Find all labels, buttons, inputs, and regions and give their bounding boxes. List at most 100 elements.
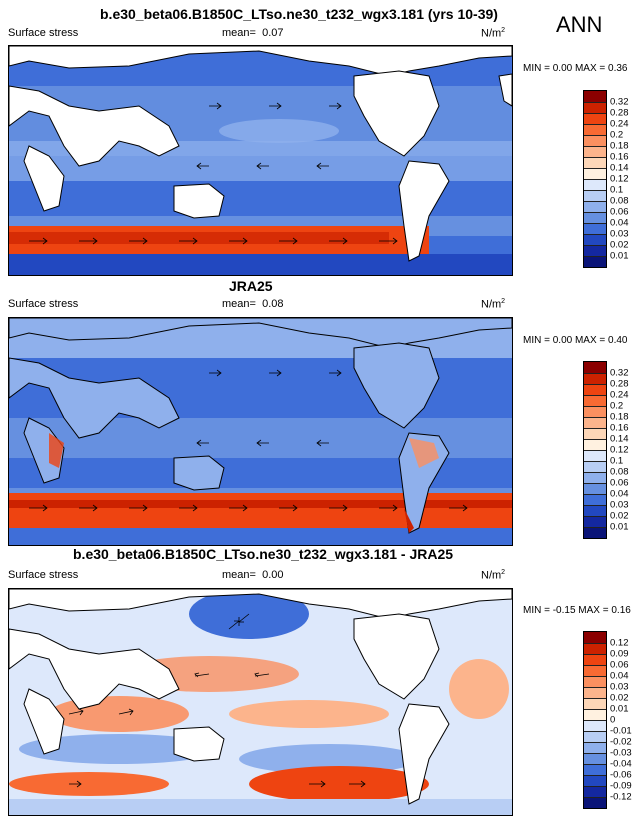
panel-3-vectors: [68, 613, 366, 788]
colorbar-swatch: [584, 687, 606, 698]
panel-2-mean: mean= 0.08: [222, 298, 284, 310]
colorbar-swatch: [584, 245, 606, 256]
colorbar-swatch: [584, 223, 606, 234]
colorbar-swatch: [584, 720, 606, 731]
panel-1-minmax: MIN = 0.00 MAX = 0.36: [523, 63, 628, 74]
panel-3-units-exp: 2: [501, 569, 506, 576]
panel-2-mean-value: 0.08: [262, 298, 284, 310]
panel-1-mean-value: 0.07: [262, 27, 284, 39]
colorbar-tick-label: 0.04: [610, 488, 629, 500]
colorbar-swatch: [584, 461, 606, 472]
colorbar-tick-label: 0.28: [610, 107, 629, 119]
colorbar-tick-label: 0.06: [610, 659, 629, 671]
colorbar-swatch: [584, 494, 606, 505]
panel-1-mean: mean= 0.07: [222, 27, 284, 39]
colorbar-tick-label: -0.04: [610, 758, 632, 770]
colorbar-tick-label: 0.02: [610, 510, 629, 522]
colorbar-swatch: [584, 124, 606, 135]
colorbar-swatch: [584, 373, 606, 384]
colorbar-tick-label: 0.03: [610, 228, 629, 240]
panel-1-units: N/m2: [481, 27, 505, 40]
colorbar-swatch: [584, 256, 606, 267]
colorbar-tick-label: 0.24: [610, 389, 629, 401]
colorbar-swatch: [584, 417, 606, 428]
colorbar-tick-label: 0.04: [610, 217, 629, 229]
colorbar-swatch: [584, 91, 606, 102]
panel-3-units-base: N/m: [481, 569, 502, 582]
colorbar-swatch: [584, 428, 606, 439]
colorbar-swatch: [584, 516, 606, 527]
panel-1-mean-label: mean=: [222, 27, 256, 39]
colorbar-tick-label: 0.16: [610, 151, 629, 163]
colorbar-swatch: [584, 472, 606, 483]
panel-1-colorbar: 0.32 0.28 0.24 0.2 0.18 0.16 0.14 0.12 0.1 0.08 0.…: [583, 90, 629, 268]
panel-3-mean-value: 0.00: [262, 569, 284, 581]
panel-2-mean-label: mean=: [222, 298, 256, 310]
panel-2-units: N/m2: [481, 298, 505, 311]
colorbar-swatch: [584, 731, 606, 742]
colorbar-swatch: [584, 135, 606, 146]
panel-1-units-exp: 2: [501, 27, 506, 34]
colorbar-tick-label: 0.08: [610, 195, 629, 207]
colorbar-swatch: [584, 102, 606, 113]
panel-3-colorbar: 0.12 0.09 0.06 0.04 0.03 0.02 0.01 0 -0.01 -0.02-…: [583, 631, 632, 809]
season-label: ANN: [556, 12, 603, 37]
colorbar-swatch: [584, 775, 606, 786]
panel-3-map: [8, 588, 513, 816]
panel-2-units-exp: 2: [501, 298, 506, 305]
colorbar-swatch: [584, 168, 606, 179]
panel-1-vectors: [29, 102, 398, 245]
colorbar-swatch: [584, 212, 606, 223]
colorbar-tick-label: 0.02: [610, 239, 629, 251]
colorbar-swatch: [584, 201, 606, 212]
colorbar-tick-label: 0.18: [610, 411, 629, 423]
colorbar-tick-label: 0.08: [610, 466, 629, 478]
panel-2-title: JRA25: [229, 278, 273, 294]
colorbar-tick-label: 0.12: [610, 173, 629, 185]
colorbar-swatch: [584, 698, 606, 709]
colorbar-tick-label: -0.01: [610, 725, 632, 737]
colorbar-tick-label: 0.18: [610, 140, 629, 152]
panel-1-map-svg: [9, 46, 512, 275]
colorbar-tick-label: 0.16: [610, 422, 629, 434]
panel-1-units-base: N/m: [481, 27, 502, 40]
colorbar-tick-label: 0.01: [610, 703, 629, 715]
colorbar-swatch: [584, 527, 606, 538]
colorbar-tick-label: 0.1: [610, 455, 624, 467]
colorbar-swatch: [584, 797, 606, 808]
colorbar-tick-label: 0.14: [610, 433, 629, 445]
panel-2-colorbar: 0.32 0.28 0.24 0.2 0.18 0.16 0.14 0.12 0.1 0.08 0.…: [583, 361, 629, 539]
colorbar-swatch: [584, 113, 606, 124]
panel-3-mean: mean= 0.00: [222, 569, 284, 581]
panel-1-variable: Surface stress: [8, 27, 79, 39]
colorbar-tick-label: 0.01: [610, 250, 629, 262]
colorbar-swatch: [584, 146, 606, 157]
colorbar-tick-label: -0.06: [610, 769, 632, 781]
colorbar-tick-label: 0.06: [610, 477, 629, 489]
colorbar-tick-label: 0.02: [610, 692, 629, 704]
colorbar-tick-label: 0: [610, 714, 616, 726]
panel-3-minmax: MIN = -0.15 MAX = 0.16: [523, 605, 631, 616]
colorbar-tick-label: 0.14: [610, 162, 629, 174]
panel-2-variable: Surface stress: [8, 298, 79, 310]
colorbar-swatch: [584, 742, 606, 753]
colorbar-tick-label: 0.1: [610, 184, 624, 196]
colorbar-swatch: [584, 505, 606, 516]
panel-2-minmax: MIN = 0.00 MAX = 0.40: [523, 335, 628, 346]
panel-2-map: [8, 317, 513, 546]
colorbar-swatch: [584, 654, 606, 665]
colorbar-swatch: [584, 786, 606, 797]
colorbar-tick-label: 0.32: [610, 367, 629, 379]
panel-3-mean-label: mean=: [222, 569, 256, 581]
panel-2-vectors: [29, 369, 468, 512]
panel-3-units: N/m2: [481, 569, 505, 582]
colorbar-swatch: [584, 234, 606, 245]
colorbar-tick-label: -0.12: [610, 791, 632, 803]
colorbar-swatch: [584, 483, 606, 494]
colorbar-swatch: [584, 632, 606, 643]
colorbar-swatch: [584, 709, 606, 720]
colorbar-tick-label: -0.02: [610, 736, 632, 748]
colorbar-swatch: [584, 384, 606, 395]
colorbar-tick-label: 0.03: [610, 499, 629, 511]
colorbar-swatch: [584, 450, 606, 461]
